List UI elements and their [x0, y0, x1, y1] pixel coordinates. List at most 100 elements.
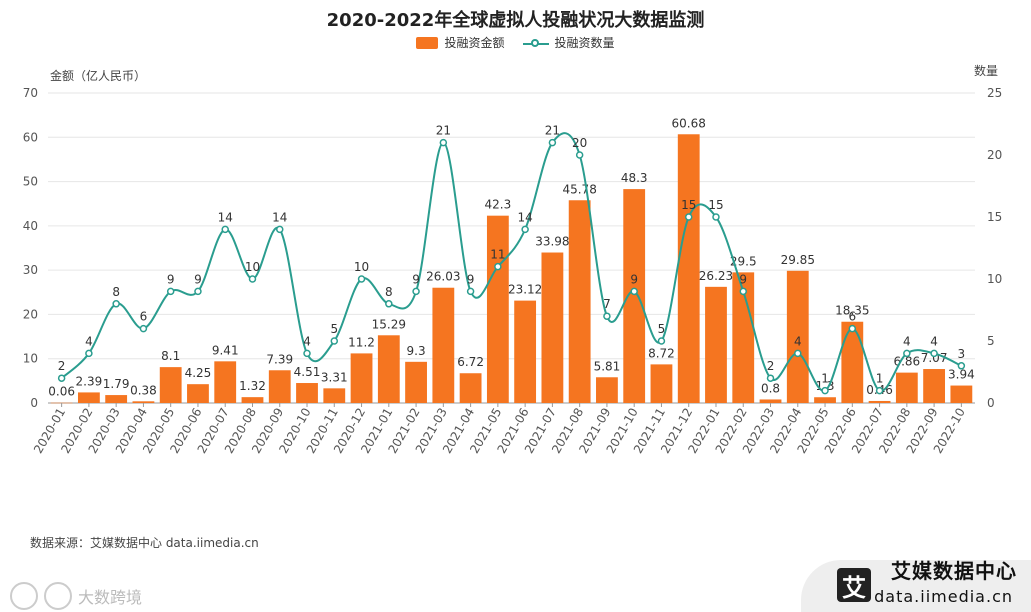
line-value-label: 14 — [218, 210, 233, 224]
line-value-label: 4 — [794, 334, 802, 348]
line-point — [875, 386, 884, 395]
bar — [814, 397, 836, 403]
bar-value-label: 0.06 — [48, 385, 75, 399]
legend-item-bar[interactable]: 投融资金额 — [416, 34, 505, 51]
bar — [950, 385, 973, 403]
line-value-label: 3 — [958, 347, 966, 361]
bar-value-label: 3.94 — [948, 368, 975, 382]
bar — [377, 335, 400, 403]
line-value-label: 6 — [848, 310, 856, 324]
bar-value-label: 6.86 — [893, 355, 920, 369]
line-value-label: 6 — [140, 310, 148, 324]
bar-value-label: 9.3 — [407, 344, 426, 358]
y-left-tick-label: 30 — [23, 263, 38, 277]
brand-url: data.iimedia.cn — [874, 587, 1013, 606]
bar-value-label: 15.29 — [372, 317, 406, 331]
line-value-label: 1 — [876, 372, 884, 386]
line-value-label: 4 — [303, 334, 311, 348]
legend-line-label: 投融资数量 — [554, 36, 615, 50]
line-point — [521, 225, 529, 234]
y-right-tick-label: 0 — [987, 396, 995, 410]
line-point — [821, 386, 829, 395]
line-series — [57, 132, 966, 395]
bar — [541, 252, 564, 403]
y-left-tick-label: 40 — [23, 219, 38, 233]
bar-value-label: 7.07 — [921, 351, 948, 365]
line-value-label: 5 — [330, 322, 338, 336]
line-value-label: 7 — [603, 297, 611, 311]
line-point — [412, 287, 420, 296]
line-point — [603, 312, 611, 320]
line-point — [957, 362, 966, 370]
line-value-label: 14 — [517, 210, 532, 224]
line-point — [303, 349, 311, 358]
bar — [459, 373, 482, 403]
line-point — [930, 349, 938, 358]
line-point — [276, 225, 284, 234]
legend-bar-swatch — [416, 36, 439, 49]
line-point — [221, 225, 229, 234]
watermark-text: 大数跨境 — [78, 588, 143, 607]
bar-value-label: 48.3 — [621, 171, 648, 185]
line-point — [848, 324, 857, 333]
data-source: 数据来源：艾媒数据中心 data.iimedia.cn — [30, 536, 259, 550]
bar — [486, 215, 509, 403]
bar-value-label: 8.1 — [161, 349, 180, 363]
line-point — [357, 275, 366, 283]
line-point — [766, 374, 775, 382]
bar — [350, 353, 373, 403]
bar — [514, 300, 537, 403]
bar — [77, 392, 100, 403]
bar-value-label: 42.3 — [485, 198, 512, 212]
bar-value-label: 45.78 — [562, 182, 596, 196]
y-right-tick-label: 5 — [987, 334, 995, 348]
bar — [705, 286, 727, 403]
line-point — [166, 287, 175, 296]
line-point — [330, 337, 339, 345]
line-point — [739, 287, 747, 296]
line-point — [684, 213, 693, 221]
bar-value-label: 26.03 — [426, 270, 460, 284]
bar — [50, 402, 73, 404]
line-point — [794, 349, 802, 358]
bar-value-label: 4.51 — [294, 365, 321, 379]
bar-value-label: 29.85 — [781, 253, 815, 267]
line-value-label: 5 — [658, 322, 666, 336]
x-axis: 2020-012020-022020-032020-042020-052020-… — [31, 403, 968, 456]
y-right-tick-label: 20 — [987, 148, 1002, 162]
line-point — [903, 349, 911, 358]
line-point — [139, 324, 148, 333]
bar-value-label: 1.79 — [103, 377, 130, 391]
bar-value-label: 6.72 — [457, 355, 484, 369]
bar — [923, 369, 946, 403]
bar-value-label: 4.25 — [185, 366, 212, 380]
bar — [650, 364, 673, 403]
line-point — [194, 287, 202, 296]
line-point — [439, 138, 448, 147]
bar-value-label: 7.39 — [266, 352, 293, 366]
line-value-label: 11 — [490, 248, 505, 262]
brand-block: 艾 艾媒数据中心 data.iimedia.cn — [731, 542, 1031, 612]
line-value-label: 9 — [630, 272, 638, 286]
bar — [241, 397, 264, 403]
brand-logo-icon: 艾 — [837, 568, 871, 602]
line-point — [494, 262, 502, 271]
bar-value-label: 26.23 — [699, 269, 733, 283]
bar — [132, 401, 155, 403]
bar-labels: 0.062.39 1.79 0.388.14.259.411.327.394.51 3… — [48, 116, 974, 398]
line-point — [466, 287, 475, 296]
y-left-tick-label: 0 — [30, 396, 38, 410]
line-point — [630, 287, 638, 296]
line-point — [112, 300, 120, 308]
bar — [187, 384, 209, 403]
bar — [105, 395, 128, 403]
line-value-label: 9 — [194, 272, 202, 286]
bar-value-label: 60.68 — [672, 116, 706, 130]
chart-title: 2020-2022年全球虚拟人投融状况大数据监测 — [326, 10, 705, 31]
bar — [405, 361, 427, 403]
bar — [596, 377, 618, 403]
legend-item-line[interactable]: 投融资数量 — [522, 34, 615, 51]
y-right-tick-label: 15 — [987, 210, 1002, 224]
bar — [623, 189, 646, 403]
